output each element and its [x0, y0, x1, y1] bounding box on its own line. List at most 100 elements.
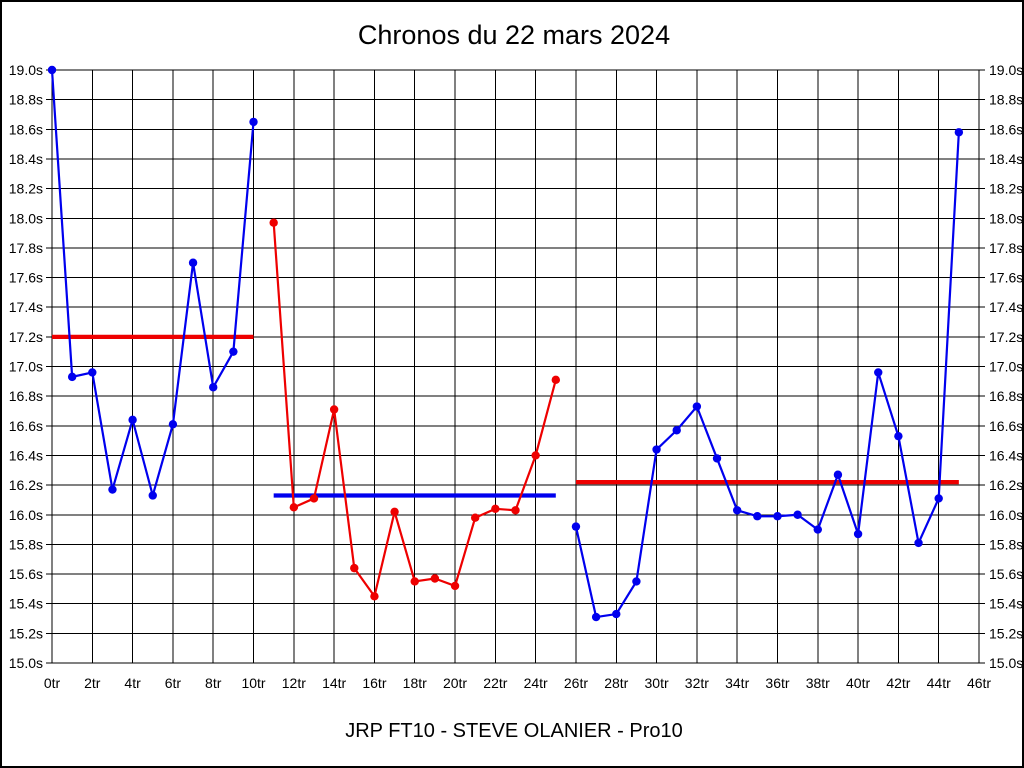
x-axis-label: 34tr	[725, 675, 749, 691]
x-axis-label: 6tr	[165, 675, 182, 691]
serie-1-bleue-point	[67, 372, 77, 382]
x-axis-label: 18tr	[403, 675, 427, 691]
serie-2-rouge-point	[370, 592, 379, 601]
serie-1-bleue-line	[50, 69, 255, 497]
serie-2-rouge-point	[390, 507, 399, 516]
y-axis-label-right: 18.6s	[989, 121, 1023, 137]
serie-2-rouge-point	[309, 494, 319, 503]
serie-2-rouge-point	[329, 405, 339, 414]
y-axis-label-right: 18.4s	[989, 151, 1023, 167]
x-axis-label: 8tr	[205, 675, 222, 691]
x-axis-label: 40tr	[846, 675, 870, 691]
serie-2-rouge-point	[511, 506, 520, 515]
serie-2-rouge-point	[491, 504, 500, 514]
serie-3-bleue-point	[773, 512, 782, 521]
x-axis-label: 14tr	[322, 675, 346, 691]
y-axis-label-left: 18.8s	[9, 92, 43, 108]
y-axis-label-left: 16.4s	[9, 447, 43, 463]
y-axis-label-right: 17.6s	[989, 270, 1023, 286]
x-axis-label: 2tr	[84, 675, 101, 691]
y-axis-label-right: 15.2s	[989, 625, 1023, 641]
y-axis-label-right: 17.4s	[989, 299, 1023, 315]
x-axis-label: 22tr	[483, 675, 507, 691]
serie-3-bleue-point	[954, 128, 964, 137]
y-axis-label-right: 16.2s	[989, 477, 1023, 493]
x-axis-label: 30tr	[645, 675, 669, 691]
y-axis-label-right: 17.8s	[989, 240, 1023, 256]
y-axis-label-left: 17.8s	[9, 240, 43, 256]
plot-border	[51, 69, 980, 664]
serie-3-bleue-point	[813, 525, 822, 534]
x-axis-label: 32tr	[685, 675, 709, 691]
serie-3-bleue-point	[732, 506, 742, 515]
serie-1-bleue-point	[47, 65, 57, 75]
serie-2-rouge-point	[410, 577, 419, 586]
x-axis-label: 24tr	[524, 675, 548, 691]
serie-1-bleue-point	[229, 347, 238, 356]
y-axis-label-left: 18.6s	[9, 121, 43, 137]
y-axis-label-right: 16.0s	[989, 507, 1023, 523]
serie-2-rouge-point	[551, 375, 561, 385]
serie-2-rouge-point	[430, 574, 440, 583]
y-axis-label-left: 15.4s	[9, 596, 43, 612]
x-axis-label: 16tr	[362, 675, 386, 691]
serie-3-bleue-point	[692, 402, 702, 411]
serie-3-bleue-point	[672, 426, 681, 435]
y-axis-label-right: 17.0s	[989, 359, 1023, 375]
serie-1-bleue-point	[108, 485, 117, 494]
y-axis-label-left: 17.6s	[9, 270, 43, 286]
x-axis-label: 42tr	[886, 675, 910, 691]
serie-3-bleue-point	[632, 577, 641, 586]
serie-1-bleue-point	[168, 420, 178, 429]
x-axis-label: 28tr	[604, 675, 628, 691]
y-axis-label-left: 15.8s	[9, 536, 43, 552]
serie-2-rouge-point	[531, 451, 540, 460]
serie-2-rouge-point	[350, 563, 359, 573]
serie-2-rouge-point	[470, 513, 480, 522]
x-axis-label: 26tr	[564, 675, 588, 691]
y-axis-label-left: 15.6s	[9, 566, 43, 582]
y-axis-label-left: 18.4s	[9, 151, 43, 167]
y-axis-label-left: 15.0s	[9, 655, 43, 671]
chart-footer-label: JRP FT10 - STEVE OLANIER - Pro10	[345, 720, 683, 742]
y-axis-label-right: 15.8s	[989, 536, 1023, 552]
x-axis-label: 46tr	[967, 675, 991, 691]
serie-3-bleue-point	[612, 609, 621, 619]
y-axis-label-right: 18.2s	[989, 181, 1023, 197]
serie-1-bleue-point	[88, 368, 97, 377]
x-axis-label: 4tr	[124, 675, 141, 691]
serie-3-bleue-point	[753, 512, 762, 521]
y-axis-label-left: 16.2s	[9, 477, 43, 493]
y-axis-label-right: 16.6s	[989, 418, 1023, 434]
serie-3-bleue-point	[853, 529, 863, 539]
x-axis-label: 36tr	[765, 675, 789, 691]
y-axis-label-left: 17.4s	[9, 299, 43, 315]
y-axis-label-left: 15.2s	[9, 625, 43, 641]
y-axis-label-right: 15.0s	[989, 655, 1023, 671]
serie-2-rouge-point	[269, 218, 278, 227]
serie-1-bleue-point	[249, 117, 258, 127]
serie-2-rouge-point	[289, 503, 299, 512]
y-axis-label-left: 16.6s	[9, 418, 43, 434]
y-axis-label-right: 19.0s	[989, 62, 1023, 78]
x-axis-label: 20tr	[443, 675, 467, 691]
serie-1-bleue-point	[209, 383, 218, 392]
y-axis-label-right: 18.8s	[989, 92, 1023, 108]
x-axis-label: 44tr	[927, 675, 951, 691]
x-axis-label: 12tr	[282, 675, 306, 691]
y-axis-label-right: 16.8s	[989, 388, 1023, 404]
y-axis-label-right: 17.2s	[989, 329, 1023, 345]
y-axis-label-right: 18.0s	[989, 210, 1023, 226]
serie-2-rouge-point	[450, 581, 460, 591]
y-axis-label-left: 16.8s	[9, 388, 43, 404]
serie-3-bleue-point	[712, 454, 722, 463]
serie-3-bleue-point	[833, 470, 843, 479]
y-axis-label-left: 17.2s	[9, 329, 43, 345]
x-axis-label: 38tr	[806, 675, 830, 691]
serie-3-bleue-point	[894, 431, 903, 441]
serie-1-bleue-point	[128, 415, 137, 425]
serie-1-bleue-point	[148, 491, 157, 500]
serie-3-bleue-point	[793, 510, 802, 519]
y-axis-label-left: 18.0s	[9, 210, 43, 226]
